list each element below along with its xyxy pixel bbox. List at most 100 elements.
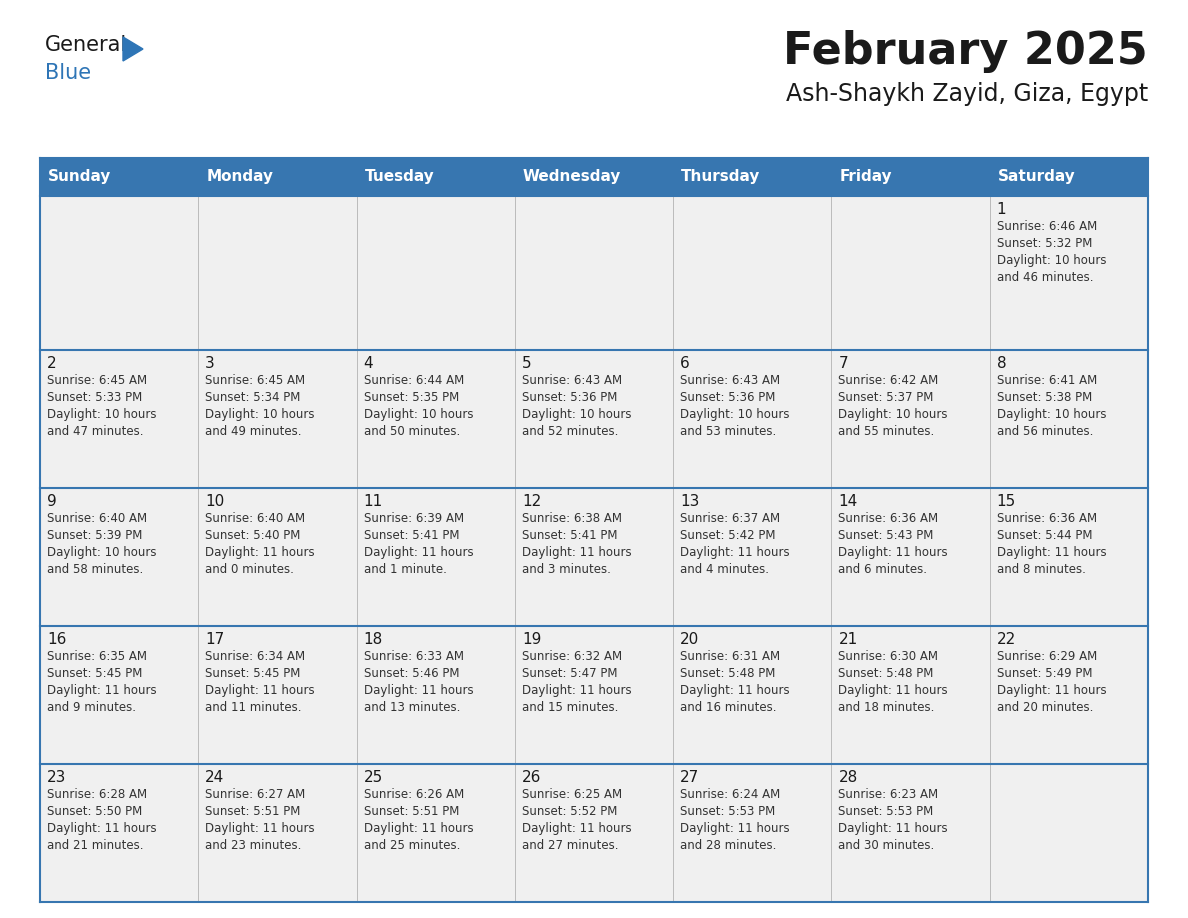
Bar [40, 158, 198, 196]
Text: Daylight: 10 hours: Daylight: 10 hours [48, 546, 157, 559]
Text: Wednesday: Wednesday [523, 170, 621, 185]
Text: and 52 minutes.: and 52 minutes. [522, 425, 618, 438]
Text: and 0 minutes.: and 0 minutes. [206, 563, 295, 576]
Bar [832, 626, 990, 764]
Text: Daylight: 11 hours: Daylight: 11 hours [522, 546, 632, 559]
Text: Daylight: 11 hours: Daylight: 11 hours [839, 684, 948, 697]
Text: Sunset: 5:49 PM: Sunset: 5:49 PM [997, 667, 1092, 680]
Text: 20: 20 [681, 632, 700, 647]
Text: Sunset: 5:43 PM: Sunset: 5:43 PM [839, 529, 934, 542]
Bar [674, 350, 832, 488]
Text: Daylight: 11 hours: Daylight: 11 hours [206, 546, 315, 559]
Bar [198, 158, 356, 196]
Bar [674, 488, 832, 626]
Text: 11: 11 [364, 494, 383, 509]
Bar [356, 764, 514, 902]
Text: 23: 23 [48, 770, 67, 785]
Text: Sunset: 5:33 PM: Sunset: 5:33 PM [48, 391, 143, 404]
Text: Sunset: 5:38 PM: Sunset: 5:38 PM [997, 391, 1092, 404]
Bar [832, 488, 990, 626]
Text: 15: 15 [997, 494, 1016, 509]
Text: Daylight: 11 hours: Daylight: 11 hours [681, 822, 790, 835]
Bar [198, 764, 356, 902]
Text: Sunrise: 6:37 AM: Sunrise: 6:37 AM [681, 512, 781, 525]
Text: and 3 minutes.: and 3 minutes. [522, 563, 611, 576]
Bar [832, 196, 990, 350]
Text: Sunset: 5:40 PM: Sunset: 5:40 PM [206, 529, 301, 542]
Text: Daylight: 10 hours: Daylight: 10 hours [997, 254, 1106, 267]
Text: Sunrise: 6:40 AM: Sunrise: 6:40 AM [48, 512, 147, 525]
Polygon shape [124, 37, 143, 61]
Text: Sunset: 5:36 PM: Sunset: 5:36 PM [522, 391, 618, 404]
Text: Daylight: 10 hours: Daylight: 10 hours [48, 408, 157, 421]
Text: and 56 minutes.: and 56 minutes. [997, 425, 1093, 438]
Text: Sunset: 5:32 PM: Sunset: 5:32 PM [997, 237, 1092, 250]
Text: General: General [45, 35, 127, 55]
Text: Sunset: 5:34 PM: Sunset: 5:34 PM [206, 391, 301, 404]
Bar [356, 350, 514, 488]
Text: 7: 7 [839, 356, 848, 371]
Text: Blue: Blue [45, 63, 91, 83]
Text: 10: 10 [206, 494, 225, 509]
Text: Sunday: Sunday [48, 170, 112, 185]
Bar [514, 196, 674, 350]
Bar [40, 626, 198, 764]
Text: and 23 minutes.: and 23 minutes. [206, 839, 302, 852]
Text: Sunset: 5:48 PM: Sunset: 5:48 PM [839, 667, 934, 680]
Text: and 8 minutes.: and 8 minutes. [997, 563, 1086, 576]
Text: Sunrise: 6:33 AM: Sunrise: 6:33 AM [364, 650, 463, 663]
Text: Sunrise: 6:30 AM: Sunrise: 6:30 AM [839, 650, 939, 663]
Text: and 6 minutes.: and 6 minutes. [839, 563, 928, 576]
Text: 25: 25 [364, 770, 383, 785]
Text: and 50 minutes.: and 50 minutes. [364, 425, 460, 438]
Text: 3: 3 [206, 356, 215, 371]
Text: Sunset: 5:45 PM: Sunset: 5:45 PM [48, 667, 143, 680]
Text: Sunset: 5:51 PM: Sunset: 5:51 PM [364, 805, 459, 818]
Text: 17: 17 [206, 632, 225, 647]
Text: Sunrise: 6:28 AM: Sunrise: 6:28 AM [48, 788, 147, 801]
Text: Daylight: 10 hours: Daylight: 10 hours [681, 408, 790, 421]
Text: and 18 minutes.: and 18 minutes. [839, 701, 935, 714]
Text: Daylight: 11 hours: Daylight: 11 hours [522, 684, 632, 697]
Text: Daylight: 11 hours: Daylight: 11 hours [681, 546, 790, 559]
Text: Daylight: 10 hours: Daylight: 10 hours [206, 408, 315, 421]
Text: Daylight: 10 hours: Daylight: 10 hours [839, 408, 948, 421]
Bar [514, 626, 674, 764]
Text: Daylight: 11 hours: Daylight: 11 hours [48, 684, 157, 697]
Text: and 15 minutes.: and 15 minutes. [522, 701, 618, 714]
Text: and 27 minutes.: and 27 minutes. [522, 839, 619, 852]
Text: Sunrise: 6:40 AM: Sunrise: 6:40 AM [206, 512, 305, 525]
Text: Sunset: 5:52 PM: Sunset: 5:52 PM [522, 805, 618, 818]
Text: Sunset: 5:41 PM: Sunset: 5:41 PM [364, 529, 459, 542]
Text: Sunrise: 6:24 AM: Sunrise: 6:24 AM [681, 788, 781, 801]
Text: Sunset: 5:46 PM: Sunset: 5:46 PM [364, 667, 459, 680]
Text: 8: 8 [997, 356, 1006, 371]
Text: Sunset: 5:42 PM: Sunset: 5:42 PM [681, 529, 776, 542]
Text: Sunrise: 6:35 AM: Sunrise: 6:35 AM [48, 650, 147, 663]
Text: and 28 minutes.: and 28 minutes. [681, 839, 777, 852]
Text: 18: 18 [364, 632, 383, 647]
Text: 1: 1 [997, 202, 1006, 217]
Text: 6: 6 [681, 356, 690, 371]
Text: Sunrise: 6:41 AM: Sunrise: 6:41 AM [997, 374, 1097, 387]
Text: Sunset: 5:37 PM: Sunset: 5:37 PM [839, 391, 934, 404]
Bar [674, 764, 832, 902]
Text: Sunrise: 6:46 AM: Sunrise: 6:46 AM [997, 220, 1097, 233]
Bar [514, 158, 674, 196]
Text: Sunset: 5:53 PM: Sunset: 5:53 PM [681, 805, 776, 818]
Bar [356, 488, 514, 626]
Text: 22: 22 [997, 632, 1016, 647]
Text: Sunrise: 6:45 AM: Sunrise: 6:45 AM [48, 374, 147, 387]
Bar [990, 488, 1148, 626]
Text: Sunset: 5:36 PM: Sunset: 5:36 PM [681, 391, 776, 404]
Text: and 30 minutes.: and 30 minutes. [839, 839, 935, 852]
Text: 24: 24 [206, 770, 225, 785]
Bar [356, 196, 514, 350]
Bar [356, 158, 514, 196]
Text: February 2025: February 2025 [783, 30, 1148, 73]
Text: Daylight: 11 hours: Daylight: 11 hours [522, 822, 632, 835]
Text: and 20 minutes.: and 20 minutes. [997, 701, 1093, 714]
Text: Daylight: 11 hours: Daylight: 11 hours [839, 822, 948, 835]
Text: 21: 21 [839, 632, 858, 647]
Text: Monday: Monday [207, 170, 273, 185]
